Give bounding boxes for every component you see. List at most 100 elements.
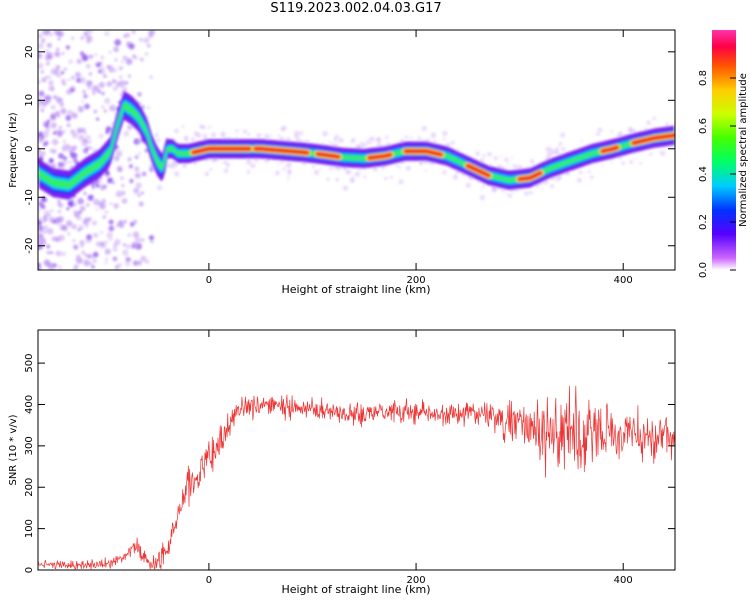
speckle xyxy=(81,100,84,103)
speckle xyxy=(38,236,42,242)
speckle xyxy=(129,221,135,227)
halo-speck xyxy=(328,166,333,171)
speckle xyxy=(134,237,141,243)
halo-speck xyxy=(360,141,363,145)
speckle xyxy=(98,81,105,88)
speckle xyxy=(92,251,99,258)
speckle xyxy=(99,242,107,249)
halo-speck xyxy=(404,135,409,139)
speckle xyxy=(105,171,109,175)
ridge-outer xyxy=(38,91,675,200)
speckle xyxy=(51,87,55,91)
snr-marks xyxy=(38,385,675,570)
halo-speck xyxy=(183,136,188,141)
speckle xyxy=(127,233,132,238)
speckle xyxy=(39,150,46,157)
halo-speck xyxy=(445,142,451,148)
halo-speck xyxy=(648,152,653,156)
plot1-ytick-label: -20 xyxy=(24,238,35,254)
halo-speck xyxy=(424,169,427,172)
plot1-ytick-label: -10 xyxy=(24,189,35,205)
plot2-axes: 0 200 400 0 100 200 300 400 500 xyxy=(24,330,675,586)
speckle xyxy=(89,54,94,59)
speckle xyxy=(125,58,133,65)
speckle xyxy=(121,184,125,187)
halo-speck xyxy=(282,167,286,171)
halo-speck xyxy=(72,158,77,163)
halo-speck xyxy=(209,167,213,171)
speckle xyxy=(127,157,132,162)
halo-speck xyxy=(381,166,384,170)
speckle xyxy=(63,67,68,72)
speckle xyxy=(58,153,64,159)
speckle xyxy=(76,127,83,134)
speckle xyxy=(83,93,88,99)
speckle xyxy=(102,215,106,219)
halo-speck xyxy=(322,131,328,137)
speckle xyxy=(139,57,144,62)
halo-speck xyxy=(53,163,57,167)
speckle xyxy=(61,251,66,257)
halo-speck xyxy=(550,184,555,189)
halo-speck xyxy=(399,138,405,143)
halo-speck xyxy=(338,137,344,143)
speckle xyxy=(73,244,79,250)
halo-speck xyxy=(532,163,535,166)
speckle xyxy=(67,78,70,82)
speckle xyxy=(85,239,90,244)
speckle xyxy=(58,265,62,269)
speckle xyxy=(51,236,57,242)
plot2-xtick-label: 0 xyxy=(206,575,212,586)
speckle xyxy=(116,165,123,172)
speckle xyxy=(55,111,59,115)
colorbar-tick-label: 0.0 xyxy=(698,262,709,278)
halo-speck xyxy=(342,166,347,171)
halo-speck xyxy=(335,177,340,182)
halo-speck xyxy=(285,137,291,143)
speckle xyxy=(38,228,42,233)
speckle xyxy=(108,219,114,225)
speckle xyxy=(46,30,51,34)
halo-speck xyxy=(384,176,388,181)
speckle xyxy=(113,46,119,53)
plot2-xlabel: Height of straight line (km) xyxy=(281,583,430,596)
halo-speck xyxy=(166,163,172,168)
speckle xyxy=(132,231,140,238)
plot1-xtick-label: 400 xyxy=(614,275,633,286)
plot1-xtick-label: 200 xyxy=(407,275,426,286)
speckle xyxy=(84,253,88,257)
speckle xyxy=(132,55,138,60)
halo-speck xyxy=(501,189,504,192)
halo-speck xyxy=(430,132,437,138)
halo-speck xyxy=(122,87,128,92)
halo-speck xyxy=(555,177,560,182)
halo-speck xyxy=(610,130,614,133)
colorbar-label: Normalized spectral amplitude xyxy=(738,73,749,227)
speckle xyxy=(113,155,120,162)
speckle xyxy=(112,256,118,262)
speckle xyxy=(135,174,138,177)
speckle xyxy=(75,71,81,78)
speckle xyxy=(48,75,52,79)
spectrogram-marks xyxy=(38,30,675,270)
speckle xyxy=(108,50,112,54)
halo-speck xyxy=(372,166,378,172)
speckle xyxy=(83,259,90,267)
speckle xyxy=(111,79,117,84)
speckle xyxy=(49,216,55,222)
plot1-ylabel: Frequency (Hz) xyxy=(8,112,19,188)
halo-speck xyxy=(499,155,502,158)
speckle xyxy=(91,220,97,226)
speckle xyxy=(43,259,51,267)
plot2-ytick-label: 100 xyxy=(24,519,35,538)
speckle xyxy=(122,55,128,61)
speckle xyxy=(38,207,41,211)
speckle xyxy=(94,53,98,57)
speckle xyxy=(62,129,67,134)
speckle xyxy=(45,50,51,55)
speckle xyxy=(76,214,82,221)
speckle xyxy=(79,76,86,84)
speckle xyxy=(87,253,93,259)
speckle xyxy=(50,122,57,129)
speckle xyxy=(55,250,62,257)
